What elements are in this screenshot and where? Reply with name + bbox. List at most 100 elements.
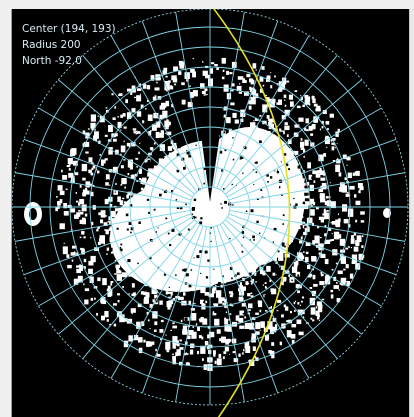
sky-speckle [288,94,293,100]
sky-speckle [224,302,228,308]
sky-speckle [140,291,144,295]
sky-speckle [315,306,318,309]
sky-speckle [270,123,274,125]
sky-speckle [62,175,68,180]
canopy-speckle [130,157,133,160]
sky-speckle [85,151,89,154]
sky-speckle [347,208,354,217]
canopy-speckle [119,248,123,252]
sky-speckle [260,321,265,328]
sky-speckle [259,132,261,135]
sky-speckle [140,265,144,270]
canopy-speckle [260,189,263,191]
sky-speckle [319,167,322,172]
sky-speckle [306,182,310,186]
sky-speckle [261,129,264,131]
canopy-speckle [131,139,135,143]
sky-speckle [346,164,348,166]
sky-speckle [318,314,320,318]
sky-speckle [231,83,235,87]
sky-speckle [88,157,93,163]
canopy-speckle [295,252,297,254]
sky-speckle [304,223,308,227]
sky-speckle [300,138,303,141]
sky-speckle [231,338,237,344]
sky-speckle [145,292,150,298]
canopy-speckle [293,197,295,200]
sky-speckle [249,322,255,330]
sky-speckle [229,313,232,315]
sky-speckle [142,178,147,185]
sky-speckle [82,192,86,197]
canopy-speckle [171,190,174,193]
sky-speckle [94,297,96,300]
sky-speckle [165,100,170,107]
sky-speckle [88,260,94,266]
sky-speckle [66,165,71,168]
canopy-speckle [232,302,234,304]
sky-speckle [135,132,138,135]
sky-speckle [275,274,277,276]
polar-plot-viewport[interactable]: Center (194, 193) Radius 200 North -92.0 [11,9,410,417]
sky-speckle [141,187,143,190]
canopy-speckle [304,225,307,229]
sky-speckle [239,310,245,316]
canopy-speckle [153,208,156,211]
sky-speckle [59,223,65,230]
sky-speckle [272,272,276,276]
sky-speckle [201,90,206,94]
sky-speckle [255,357,259,361]
canopy-speckle [267,120,269,123]
sky-speckle [350,238,355,244]
grid-spoke [227,216,382,307]
sky-speckle [320,219,324,223]
sky-speckle [310,209,315,216]
sky-speckle [103,317,105,320]
sky-speckle [261,160,265,162]
canopy-speckle [298,265,302,268]
sky-speckle [79,236,82,239]
sky-speckle [252,346,256,351]
sky-speckle [156,136,158,138]
sky-speckle [159,144,165,151]
sky-speckle [297,217,300,221]
grid-spoke [229,172,406,204]
sky-speckle [146,262,148,263]
sky-speckle [297,226,301,230]
sky-speckle [152,311,158,319]
sky-speckle [238,91,242,94]
sky-speckle [297,302,300,305]
canopy-speckle [242,172,244,174]
sky-speckle [121,318,128,322]
sky-speckle [97,227,99,229]
sky-speckle [162,70,167,75]
sky-speckle [179,273,184,278]
polar-grid-canvas[interactable] [12,9,410,417]
sky-speckle [204,341,209,346]
sky-speckle [331,142,336,145]
sky-speckle [266,265,271,272]
canopy-speckle [141,295,143,297]
sky-speckle [131,274,135,278]
sky-speckle [279,88,281,90]
sky-speckle [159,132,164,138]
sky-speckle [260,136,265,140]
sky-speckle [254,117,259,121]
canopy-speckle [200,272,202,274]
sky-speckle [200,299,204,305]
sky-speckle [335,262,338,265]
sky-speckle [174,282,178,288]
sky-speckle [156,81,158,84]
sky-speckle [134,194,137,197]
sky-speckle [100,219,104,224]
sky-speckle [133,226,137,232]
sky-speckle [229,72,233,75]
sky-speckle [90,237,92,239]
sky-speckle [226,140,231,145]
sky-speckle [129,249,134,255]
canopy-speckle [186,113,190,117]
sky-speckle [338,213,340,216]
canopy-speckle [256,220,259,224]
sky-speckle [273,213,276,216]
canopy-speckle [210,240,212,242]
